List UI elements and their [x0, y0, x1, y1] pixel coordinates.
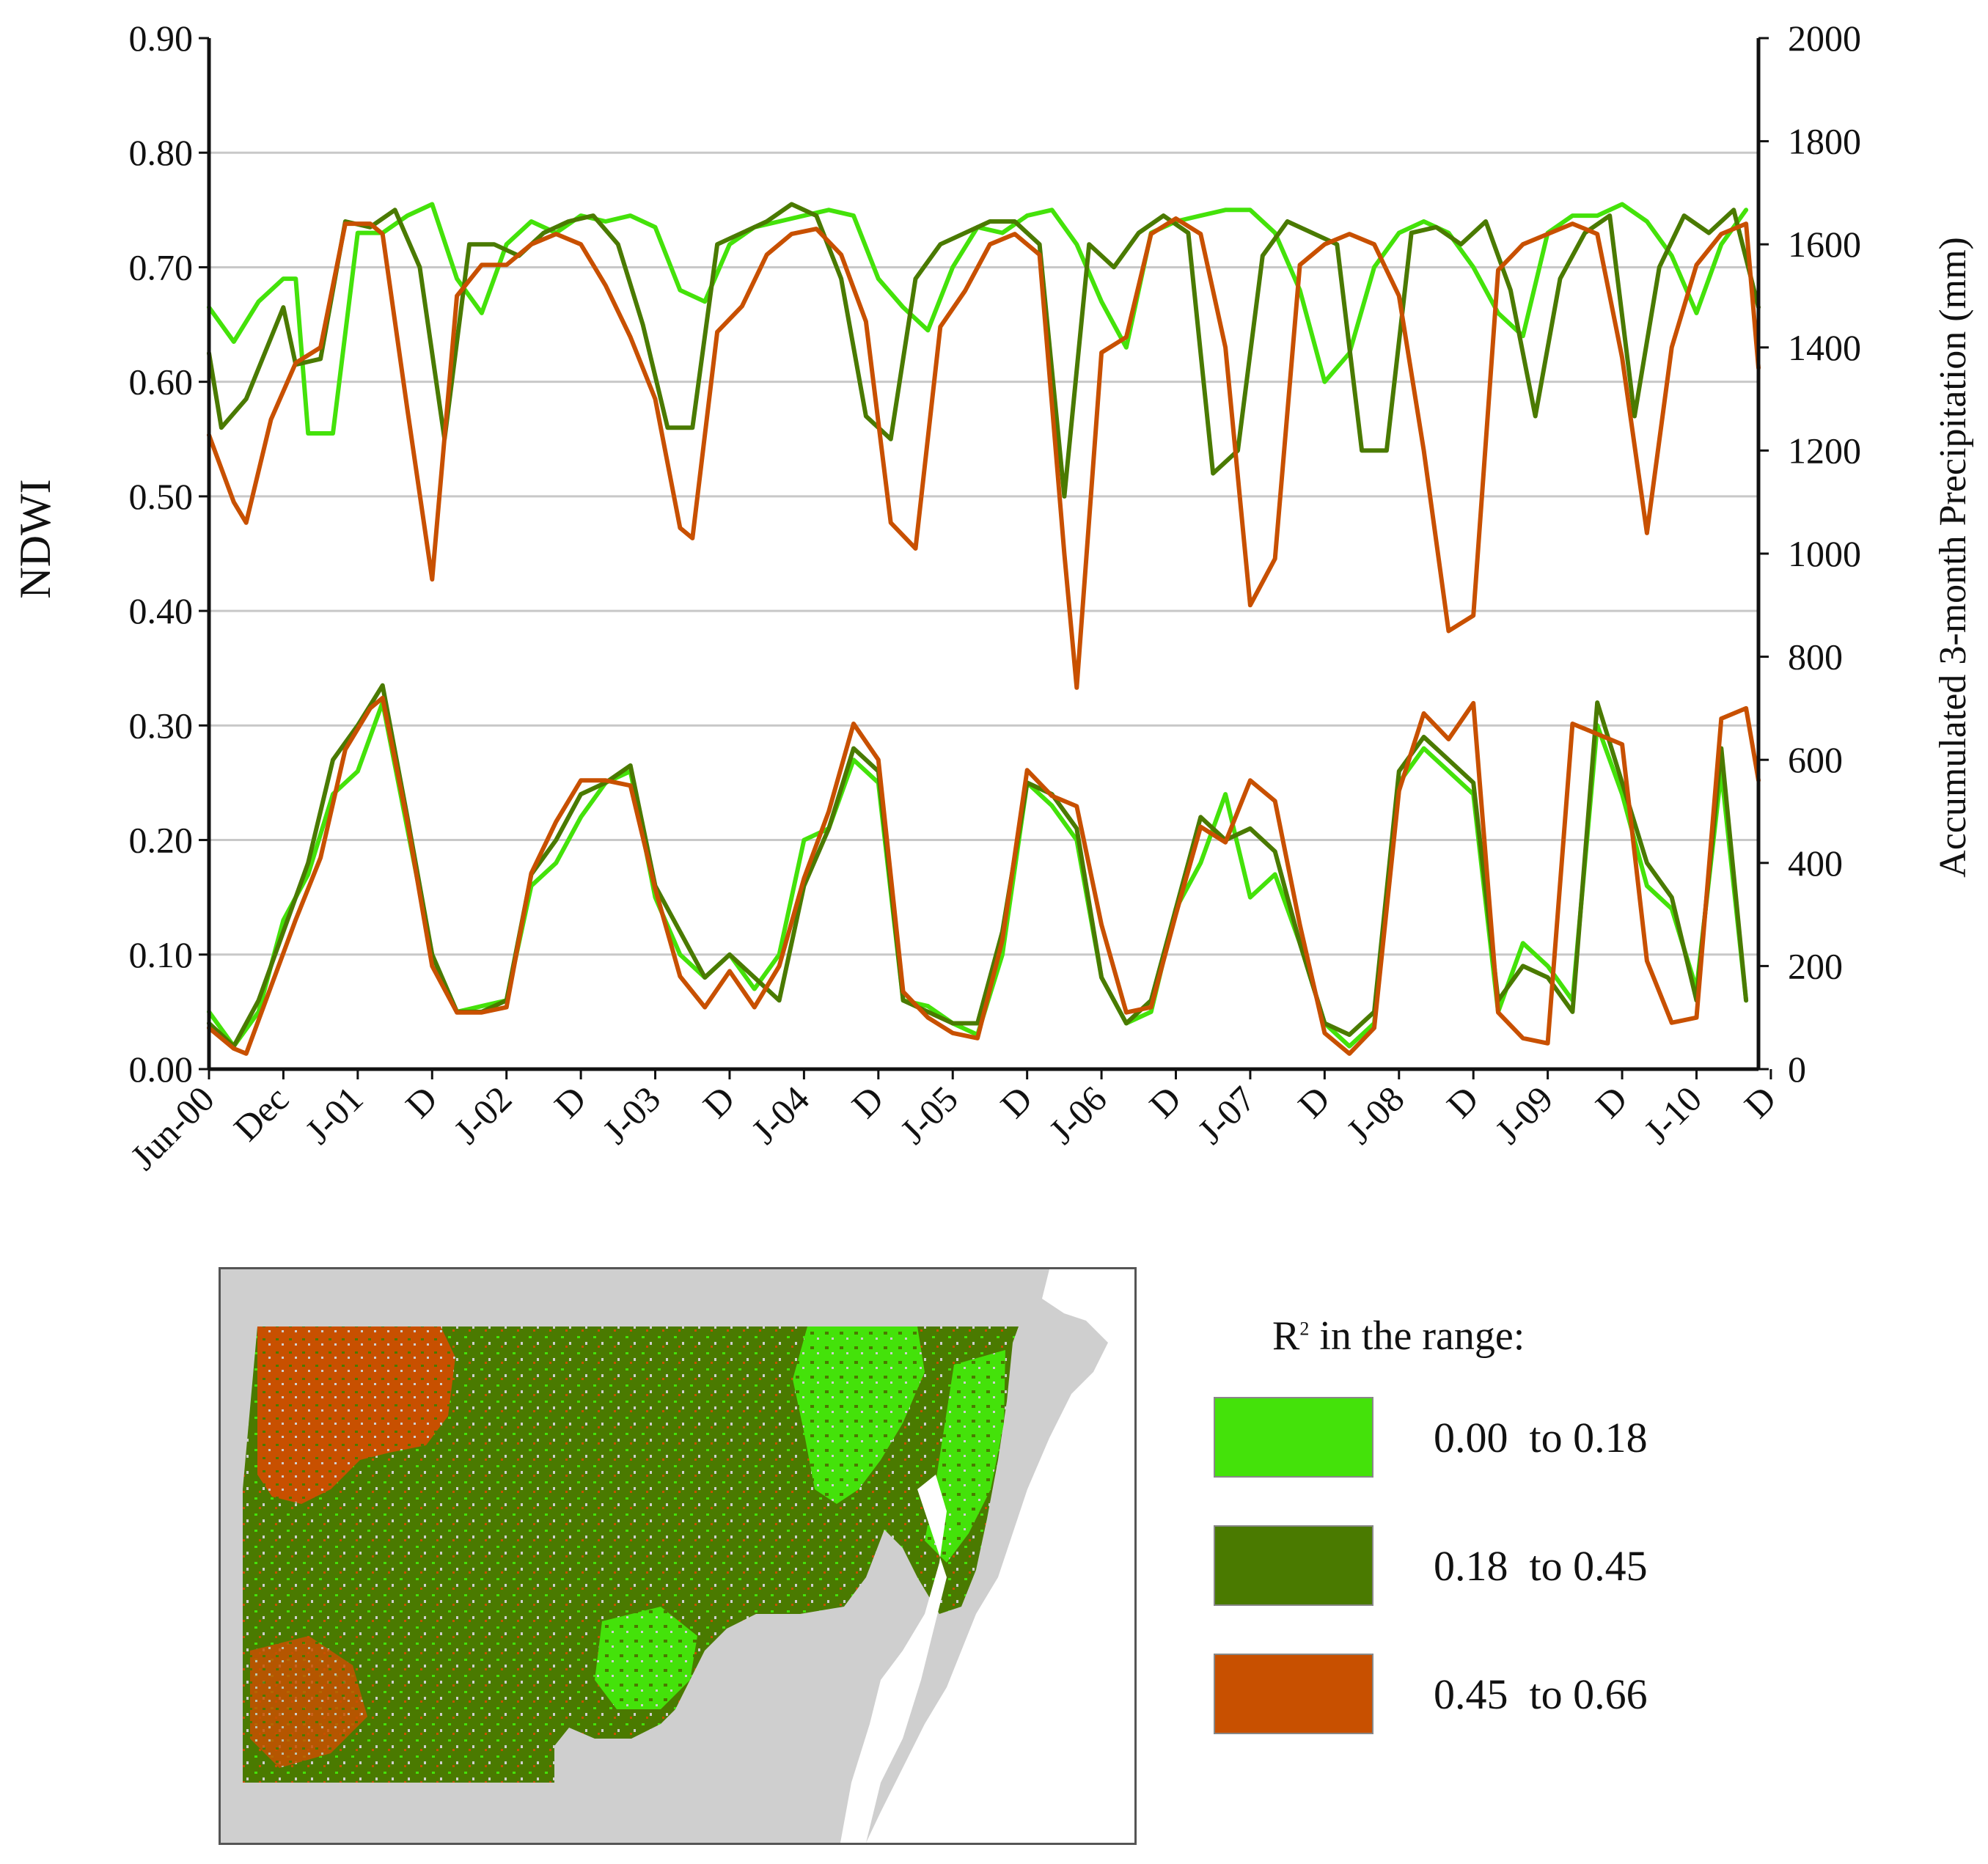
y2-tick-label: 1000 [1788, 533, 1861, 574]
legend-swatch-high [1214, 1654, 1373, 1734]
x-tick-label: D [843, 1078, 891, 1126]
x-tick-label: J-09 [1487, 1078, 1560, 1151]
gridlines [209, 151, 1758, 956]
water-bay [866, 1269, 1134, 1843]
y2-tick-label: 600 [1788, 739, 1843, 780]
region-orange-west [257, 1327, 455, 1504]
r2-map [221, 1269, 1134, 1843]
x-tick-label: D [1588, 1078, 1635, 1126]
x-tick-label: D [397, 1078, 445, 1126]
x-tick-label: Jun-00 [122, 1078, 222, 1178]
ndwi-precipitation-chart: 0.00 0.10 0.20 0.30 0.40 0.50 0.60 0.70 0.80 0.90… [11, 18, 1974, 1178]
series-line [207, 700, 1749, 1049]
legend-item-mid: 0.18 to 0.45 [1214, 1525, 1874, 1607]
y-tick-label: 0.20 [129, 820, 194, 861]
y-tick-label: 0.80 [129, 132, 194, 173]
x-tick-label: J-01 [297, 1078, 370, 1151]
r2-legend: R2 in the range: 0.00 to 0.18 0.18 to 0.… [1214, 1313, 1874, 1767]
legend-swatch-mid [1214, 1525, 1373, 1606]
x-tick-label: J-06 [1041, 1078, 1114, 1151]
r2-map-panel [219, 1267, 1137, 1845]
x-tick-label: J-05 [892, 1078, 966, 1151]
x-tick-label: J-03 [595, 1078, 668, 1151]
x-tick-label: D [1439, 1078, 1486, 1126]
y-axis-title: NDWI [11, 479, 59, 598]
x-tick-label: D [1290, 1078, 1338, 1126]
legend-label-low: 0.00 to 0.18 [1434, 1414, 1648, 1461]
y-tick-label: 0.30 [129, 705, 194, 746]
y-tick-label: 0.00 [129, 1049, 194, 1090]
region-light-north [793, 1327, 925, 1504]
y2-tick-label: 0 [1788, 1049, 1806, 1090]
x-tick-label: J-02 [446, 1078, 519, 1151]
axes-group [199, 37, 1772, 1079]
y2-tick-label: 1600 [1788, 224, 1861, 265]
x-tick-label: J-10 [1636, 1078, 1709, 1151]
legend-title: R2 in the range: [1272, 1313, 1525, 1359]
x-tick-label: D [992, 1078, 1040, 1126]
series-line [207, 202, 1761, 499]
y-tick-label: 0.50 [129, 476, 194, 517]
tick-labels-group: 0.00 0.10 0.20 0.30 0.40 0.50 0.60 0.70 0.80 0.90… [122, 18, 1861, 1178]
x-tick-label: J-04 [744, 1078, 817, 1151]
series-line [207, 202, 1749, 436]
y2-tick-label: 1800 [1788, 121, 1861, 162]
y2-tick-label: 1400 [1788, 327, 1861, 368]
y-tick-label: 0.10 [129, 934, 194, 975]
y2-tick-label: 200 [1788, 945, 1843, 986]
y2-axis-title: Accumulated 3-month Precipitation (mm) [1932, 237, 1974, 878]
series-line [207, 695, 1761, 1056]
y2-tick-label: 800 [1788, 636, 1843, 678]
legend-item-high: 0.45 to 0.66 [1214, 1654, 1874, 1736]
y-tick-label: 0.40 [129, 590, 194, 631]
y2-tick-label: 2000 [1788, 18, 1861, 59]
legend-label-mid: 0.18 to 0.45 [1434, 1542, 1648, 1590]
series-line [207, 683, 1749, 1049]
y-tick-label: 0.90 [129, 18, 194, 59]
water-inlet [840, 1475, 947, 1843]
series-group [207, 202, 1761, 1056]
region-light-south [595, 1607, 697, 1709]
series-line [207, 216, 1761, 690]
x-tick-label: Dec [226, 1078, 297, 1149]
y2-tick-label: 400 [1788, 843, 1843, 884]
region-orange-south [250, 1636, 367, 1768]
x-tick-label: D [1736, 1078, 1784, 1126]
legend-label-high: 0.45 to 0.66 [1434, 1670, 1648, 1718]
x-tick-label: J-07 [1189, 1078, 1263, 1151]
x-tick-label: J-08 [1338, 1078, 1412, 1151]
y-tick-label: 0.70 [129, 246, 194, 287]
legend-item-low: 0.00 to 0.18 [1214, 1397, 1874, 1479]
x-tick-label: D [546, 1078, 594, 1126]
y2-tick-label: 1200 [1788, 430, 1861, 471]
x-tick-label: D [1141, 1078, 1189, 1126]
y-tick-label: 0.60 [129, 362, 194, 403]
legend-swatch-low [1214, 1397, 1373, 1478]
x-tick-label: D [695, 1078, 743, 1126]
